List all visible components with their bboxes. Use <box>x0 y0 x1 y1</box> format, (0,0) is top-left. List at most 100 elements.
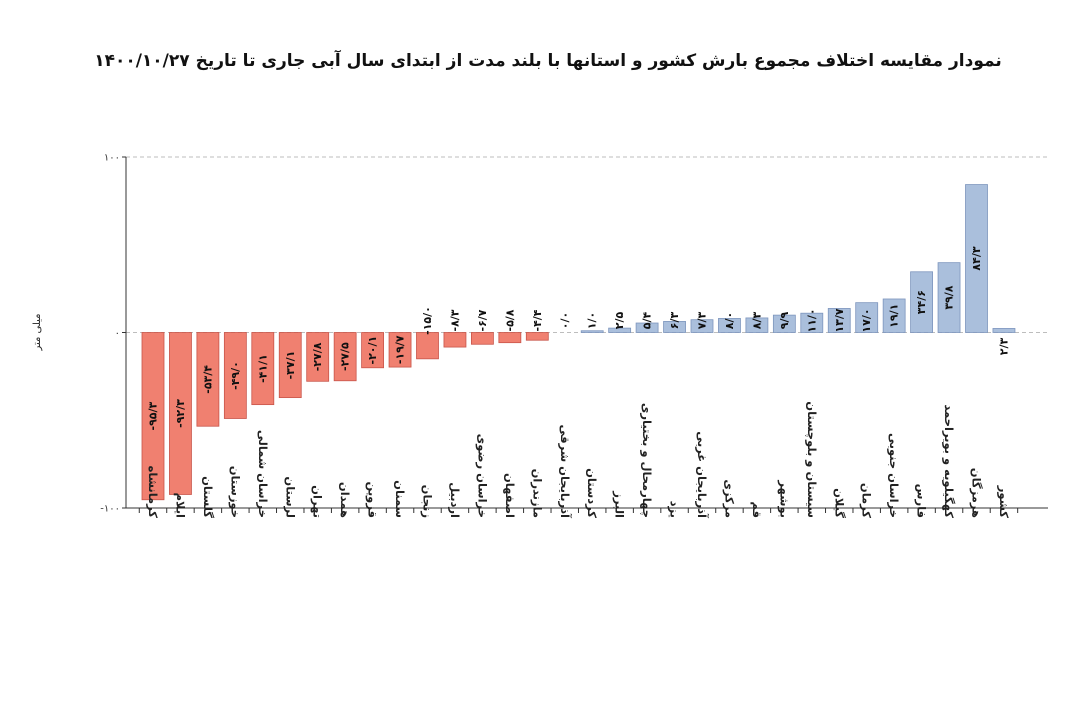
category-label: گلستان <box>201 476 215 518</box>
data-label: -۸/۳ <box>448 309 461 331</box>
y-tick-label: ۰ <box>115 328 120 339</box>
category-label: کرمانشاه <box>146 466 160 519</box>
category-label: فارس <box>915 484 929 518</box>
category-label: کهگیلویه و بویراحمد <box>941 404 956 518</box>
data-label: ۱۹/۱ <box>888 304 901 328</box>
bar <box>388 332 412 368</box>
chart-title: نمودار مقایسه اختلاف مجموع بارش کشور و ا… <box>94 49 1002 71</box>
data-label: -۵۳/۴ <box>201 365 214 394</box>
category-label: کردستان <box>585 468 599 518</box>
bar <box>306 332 330 382</box>
data-label: ۱۷/۰ <box>860 308 873 332</box>
category-label: کشور <box>996 485 1011 519</box>
data-label: ۸۴/۳ <box>970 246 983 270</box>
y-axis-label: میلی متر <box>32 313 43 351</box>
data-label: ۱/۰ <box>586 312 599 329</box>
bars-layer <box>141 184 1016 501</box>
bar <box>690 319 714 333</box>
data-label: -۵/۸ <box>503 309 516 331</box>
data-label: -۱۵/۰ <box>421 306 434 335</box>
bar <box>223 332 247 419</box>
category-label: قزوین <box>365 482 380 519</box>
bar <box>663 321 686 333</box>
bar <box>333 332 357 382</box>
bar <box>169 332 192 495</box>
bar <box>251 332 275 406</box>
bar <box>992 328 1016 333</box>
data-label: -۱۹/۷ <box>394 335 407 364</box>
bar <box>855 302 879 333</box>
bar <box>361 332 385 369</box>
category-label: گیلان <box>832 488 846 518</box>
data-label: ۹/۹ <box>778 311 791 329</box>
y-tick-label: ۱۰۰ <box>104 153 120 164</box>
data-label: ۵/۴ <box>641 311 654 329</box>
data-label: ۲/۵ <box>613 311 626 329</box>
bar <box>470 332 494 345</box>
category-label: مرکزی <box>722 479 736 518</box>
data-label: ۱۱/۰ <box>805 308 818 332</box>
bar <box>718 318 741 333</box>
category-label: بوشهر <box>776 479 791 518</box>
data-label: -۳۷/۱ <box>284 351 297 380</box>
bar <box>278 332 302 399</box>
category-label: خراسان رضوی <box>474 434 489 518</box>
category-label: اصفهان <box>503 473 517 518</box>
data-label: -۴۱/۱ <box>256 354 269 383</box>
data-label: -۹۵/۳ <box>147 401 160 430</box>
bar <box>525 332 549 341</box>
data-label: -۲۷/۵ <box>339 342 352 371</box>
data-label: ۶/۳ <box>668 311 681 329</box>
data-label: ۷/۳ <box>696 311 709 329</box>
bar <box>498 332 522 344</box>
category-label: همدان <box>338 482 352 518</box>
bar <box>965 184 988 333</box>
bar <box>635 322 659 333</box>
category-label: یزد <box>668 501 682 518</box>
category-label: آذربایجان غربی <box>695 431 709 519</box>
data-label: -۶/۷ <box>476 309 489 331</box>
category-label: کرمان <box>860 483 874 518</box>
bar <box>800 312 824 333</box>
bar <box>910 271 933 333</box>
data-label: ۸/۰ <box>723 312 736 329</box>
data-label: -۹۲/۳ <box>174 399 187 428</box>
bar <box>827 308 851 333</box>
bar <box>416 332 439 360</box>
data-label: ۳۹/۸ <box>943 285 956 309</box>
category-label: زنجان <box>421 485 435 518</box>
labels-layer: -۹۵/۳ کرمانشاه -۹۲/۳ ایلام -۵۳/۴ گلستان -۴۹/۰ خ… <box>146 246 1011 519</box>
data-label: ۳۴/۶ <box>915 290 928 314</box>
bar <box>608 327 632 333</box>
category-label: مازندران <box>530 469 544 518</box>
axis-layer: -۱۰۰ ۰ ۱۰۰ <box>100 153 1048 515</box>
data-label: ۲/۳ <box>997 337 1010 355</box>
data-label: ۸/۳ <box>750 311 763 329</box>
category-label: البرز <box>613 490 627 518</box>
category-label: تهران <box>311 485 325 518</box>
category-label: خوزستان <box>227 466 242 518</box>
bar <box>745 317 769 333</box>
data-label: -۴۹/۰ <box>229 361 242 390</box>
grid-layer <box>126 156 1048 333</box>
data-label: ۱۳/۷ <box>833 308 846 332</box>
data-label: -۲۰/۱ <box>366 336 379 365</box>
category-label: سیستان و بلوچستان <box>804 401 819 518</box>
category-label: خراسان جنوبی <box>886 433 901 518</box>
category-label: چهارمحال و بختیاری <box>639 403 654 518</box>
bar <box>772 314 796 333</box>
data-label: -۴/۴ <box>531 309 544 331</box>
data-label: -۲۷/۸ <box>311 342 324 371</box>
category-label: سمنان <box>393 480 407 518</box>
category-label: خراسان شمالی <box>256 430 270 518</box>
bar <box>882 298 906 333</box>
category-label: قم <box>750 501 764 518</box>
category-label: هرمزگان <box>970 468 984 518</box>
bar <box>443 332 467 348</box>
category-label: لرستان <box>283 476 297 518</box>
data-label: ۰/۰ <box>558 312 571 329</box>
bar <box>580 330 604 333</box>
category-label: ایلام <box>173 493 187 518</box>
category-label: آذربایجان شرقی <box>558 425 572 520</box>
bar <box>196 332 220 427</box>
